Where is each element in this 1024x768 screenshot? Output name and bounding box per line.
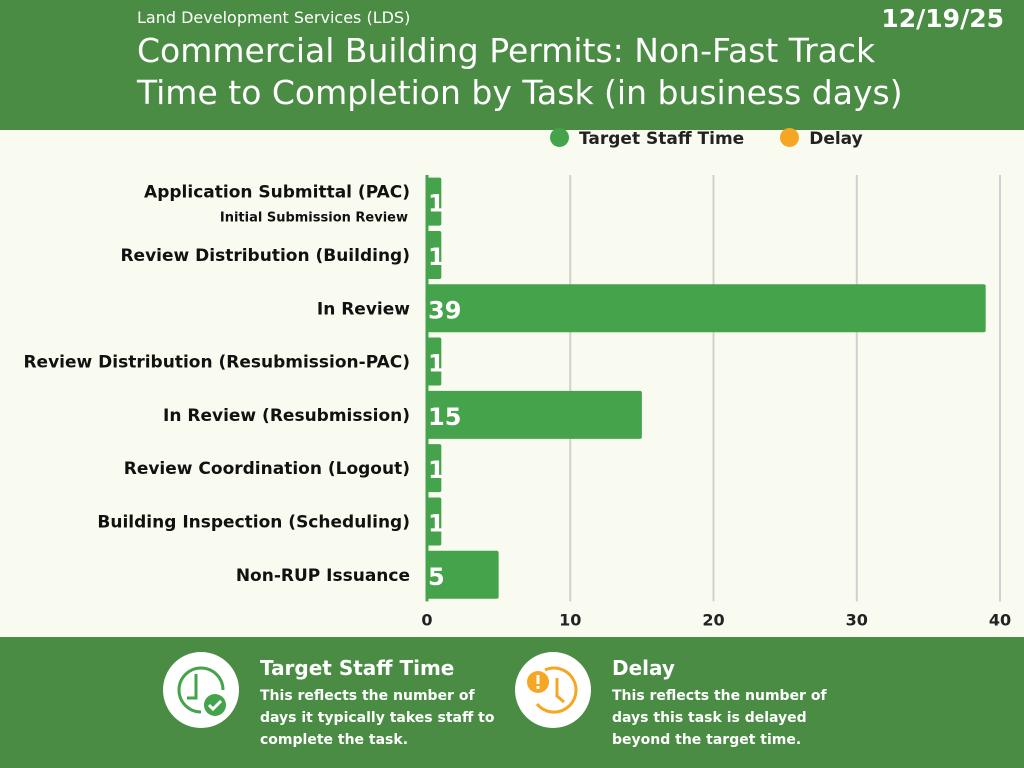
category-label: In Review (317, 299, 410, 319)
category-label: Review Distribution (Building) (120, 246, 410, 266)
bar-target (427, 497, 442, 546)
category-label: Application Submittal (PAC) (144, 183, 410, 203)
header-banner (0, 0, 1024, 130)
data-label: 1 (428, 350, 445, 378)
bar-target (427, 177, 442, 226)
x-tick-label: 10 (559, 610, 581, 629)
data-label: 39 (428, 296, 461, 324)
title-line-2: Time to Completion by Task (in business … (137, 73, 903, 112)
x-tick-label: 20 (702, 610, 724, 629)
category-label: Building Inspection (Scheduling) (97, 512, 410, 532)
x-tick-label: 40 (989, 610, 1011, 629)
category-sub-label: Initial Submission Review (220, 211, 408, 226)
category-label: Non-RUP Issuance (236, 566, 410, 586)
target-desc: This reflects the number of days it typi… (260, 688, 495, 748)
data-label: 5 (428, 563, 445, 591)
bar-target (427, 550, 499, 599)
x-tick-label: 0 (421, 610, 432, 629)
delay-title: Delay (612, 656, 675, 680)
legend-label-delay: Delay (809, 129, 863, 149)
data-label: 1 (428, 456, 445, 484)
bar-target (427, 284, 986, 333)
page-title: Commercial Building Permits: Non-Fast Tr… (137, 30, 903, 114)
clock-alert-icon (515, 652, 591, 728)
data-label: 1 (428, 190, 445, 218)
legend-delay: Delay (780, 128, 863, 149)
bar-target (427, 230, 442, 279)
chart-legend: Target Staff Time Delay (550, 128, 863, 149)
legend-label-target: Target Staff Time (579, 129, 745, 149)
delay-desc: This reflects the number of days this ta… (612, 688, 827, 748)
bar-target (427, 390, 642, 439)
legend-dot-delay (780, 128, 800, 147)
title-line-1: Commercial Building Permits: Non-Fast Tr… (137, 31, 876, 70)
x-tick-label: 30 (846, 610, 868, 629)
legend-target: Target Staff Time (550, 128, 744, 149)
category-label: In Review (Resubmission) (163, 406, 410, 426)
report-date: 12/19/25 (881, 4, 1004, 33)
category-label: Review Distribution (Resubmission-PAC) (23, 353, 410, 373)
footer-banner (0, 637, 1024, 768)
data-label: 1 (428, 509, 445, 537)
data-label: 15 (428, 403, 461, 431)
clock-check-icon (163, 652, 239, 728)
org-name: Land Development Services (LDS) (137, 8, 411, 27)
bar-chart: 0 10 20 30 40 Application Submittal (PAC) Init… (23, 175, 1011, 629)
bar-target (427, 337, 442, 386)
bar-target (427, 444, 442, 493)
legend-dot-target (550, 128, 569, 147)
data-label: 1 (428, 243, 445, 271)
category-label: Review Coordination (Logout) (124, 459, 410, 479)
target-title: Target Staff Time (260, 656, 455, 680)
